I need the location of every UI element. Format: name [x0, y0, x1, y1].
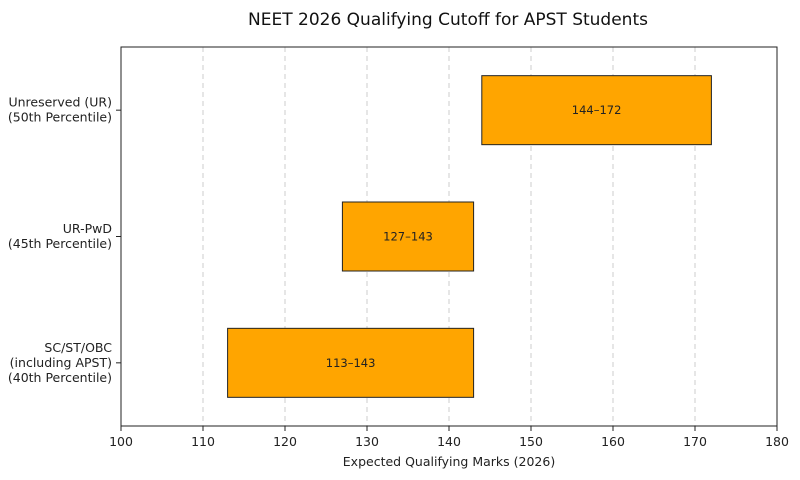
y-category-label: (40th Percentile) — [8, 370, 112, 385]
x-tick-label: 170 — [683, 434, 707, 449]
y-category-label: (including APST) — [10, 355, 112, 370]
x-tick-label: 130 — [355, 434, 379, 449]
x-axis-ticks: 100 110 120 130 140 150 160 170 180 — [109, 426, 789, 449]
x-tick-label: 120 — [273, 434, 297, 449]
chart-title: NEET 2026 Qualifying Cutoff for APST Stu… — [248, 10, 648, 30]
x-tick-label: 180 — [765, 434, 789, 449]
range-bar — [227, 327, 475, 398]
x-tick-label: 140 — [437, 434, 461, 449]
x-tick-label: 100 — [109, 434, 133, 449]
x-axis-label: Expected Qualifying Marks (2026) — [343, 454, 555, 469]
y-category-label: Unreserved (UR) — [8, 95, 112, 110]
x-tick-label: 150 — [519, 434, 543, 449]
x-tick-label: 110 — [191, 434, 215, 449]
y-category-label: SC/ST/OBC — [44, 340, 112, 355]
x-tick-label: 160 — [601, 434, 625, 449]
range-bar — [481, 75, 712, 146]
y-category-label: (45th Percentile) — [8, 236, 112, 251]
range-bars: 144–172 127–143 113–143 — [227, 75, 712, 398]
range-bar — [341, 201, 475, 272]
bar-value-label: 113–143 — [326, 356, 376, 370]
y-category-label: UR-PwD — [63, 221, 112, 236]
bar-value-label: 127–143 — [383, 230, 433, 244]
y-category-label: (50th Percentile) — [8, 110, 112, 125]
y-axis-categories: Unreserved (UR)(50th Percentile)UR-PwD(4… — [8, 95, 121, 385]
bar-value-label: 144–172 — [572, 103, 622, 117]
